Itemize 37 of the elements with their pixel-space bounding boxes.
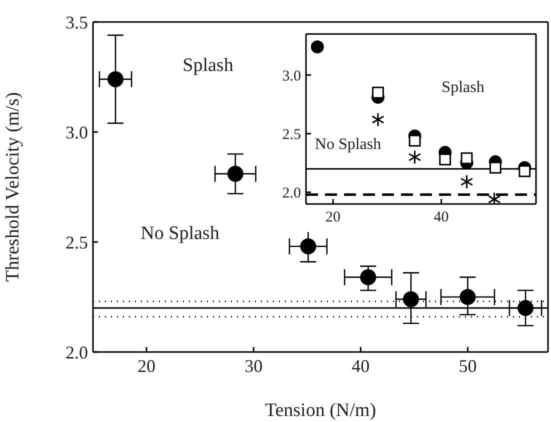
point	[489, 162, 502, 174]
point	[408, 150, 422, 164]
point	[107, 71, 124, 88]
point	[372, 86, 384, 99]
point	[488, 192, 501, 204]
annotation: No Splash	[314, 136, 382, 154]
y-tick-label: 2.0	[66, 342, 88, 362]
point	[402, 291, 419, 308]
y-tick-label: 3.0	[282, 68, 301, 84]
point	[518, 300, 534, 316]
point	[518, 165, 531, 178]
y-tick-label: 2.5	[282, 126, 301, 143]
annotation: Splash	[442, 79, 484, 97]
annotation: No Splash	[140, 223, 220, 245]
point	[408, 134, 421, 147]
point	[439, 154, 452, 166]
x-tick-label: 20	[326, 210, 341, 226]
y-tick-label: 3.5	[66, 12, 88, 32]
point	[460, 289, 476, 305]
point	[310, 40, 324, 54]
point	[460, 152, 473, 164]
y-tick-label: 2.0	[282, 186, 301, 202]
point	[360, 269, 376, 286]
point	[300, 238, 316, 254]
y-axis-title: Threshold Velocity (m/s)	[2, 92, 24, 282]
point	[372, 112, 384, 127]
x-tick-label: 30	[244, 356, 263, 376]
y-tick-label: 3.0	[66, 122, 88, 142]
x-tick-label: 40	[352, 356, 370, 376]
annotation: Splash	[182, 55, 234, 77]
x-tick-label: 20	[138, 356, 156, 376]
point	[460, 174, 474, 189]
point	[227, 166, 244, 182]
x-tick-label: 40	[434, 210, 449, 226]
x-axis-title: Tension (N/m)	[264, 400, 376, 421]
y-tick-label: 2.5	[66, 232, 88, 252]
x-tick-label: 50	[458, 356, 477, 376]
